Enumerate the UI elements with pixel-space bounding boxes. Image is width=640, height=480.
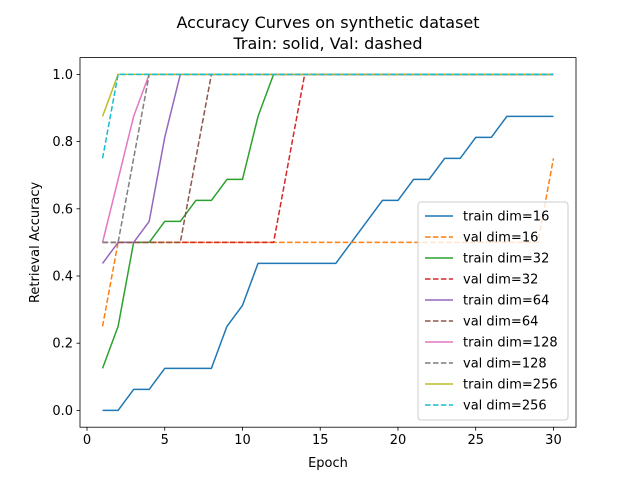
legend-label: train dim=256 <box>463 378 558 393</box>
x-tick-label: 30 <box>545 433 562 448</box>
x-tick-label: 15 <box>312 433 329 448</box>
legend-label: val dim=64 <box>463 315 538 330</box>
legend-label: train dim=16 <box>463 210 549 225</box>
y-tick-label: 0.2 <box>52 337 73 352</box>
y-axis-label: Retrieval Accuracy <box>28 181 43 303</box>
plot-frame <box>79 57 577 428</box>
legend-label: val dim=128 <box>463 357 547 372</box>
y-tick-label: 1.0 <box>52 68 73 83</box>
x-tick-label: 10 <box>234 433 251 448</box>
axis-ticks: 0 5 10 15 20 25 30 0.0 0.2 0.4 0.6 0.8 1.0 <box>52 68 561 448</box>
legend-frame <box>417 201 569 421</box>
x-tick-label: 25 <box>467 433 484 448</box>
x-tick-label: 5 <box>161 433 169 448</box>
series-line-val-dim-64 <box>102 73 554 244</box>
legend-label: train dim=32 <box>463 252 549 267</box>
legend-label: train dim=128 <box>463 336 558 351</box>
y-tick-label: 0.0 <box>52 404 73 419</box>
x-tick-label: 0 <box>83 433 91 448</box>
series-line-val-dim-256 <box>101 73 554 159</box>
chart-title-line-2: Train: solid, Val: dashed <box>232 34 422 53</box>
chart-title-line-1: Accuracy Curves on synthetic dataset <box>176 13 479 32</box>
x-tick-label: 20 <box>390 433 407 448</box>
legend: train dim=16 val dim=16 train dim=32 val di… <box>417 201 569 421</box>
y-tick-label: 0.6 <box>52 202 73 217</box>
x-axis-label: Epoch <box>308 456 348 471</box>
series-line-train-dim-16 <box>102 115 554 412</box>
legend-label: train dim=64 <box>463 294 549 309</box>
legend-label: val dim=256 <box>463 399 547 414</box>
series-lines <box>101 73 555 412</box>
legend-label: val dim=16 <box>463 231 538 246</box>
legend-label: val dim=32 <box>463 273 538 288</box>
y-tick-label: 0.4 <box>52 270 73 285</box>
y-tick-label: 0.8 <box>52 135 73 150</box>
